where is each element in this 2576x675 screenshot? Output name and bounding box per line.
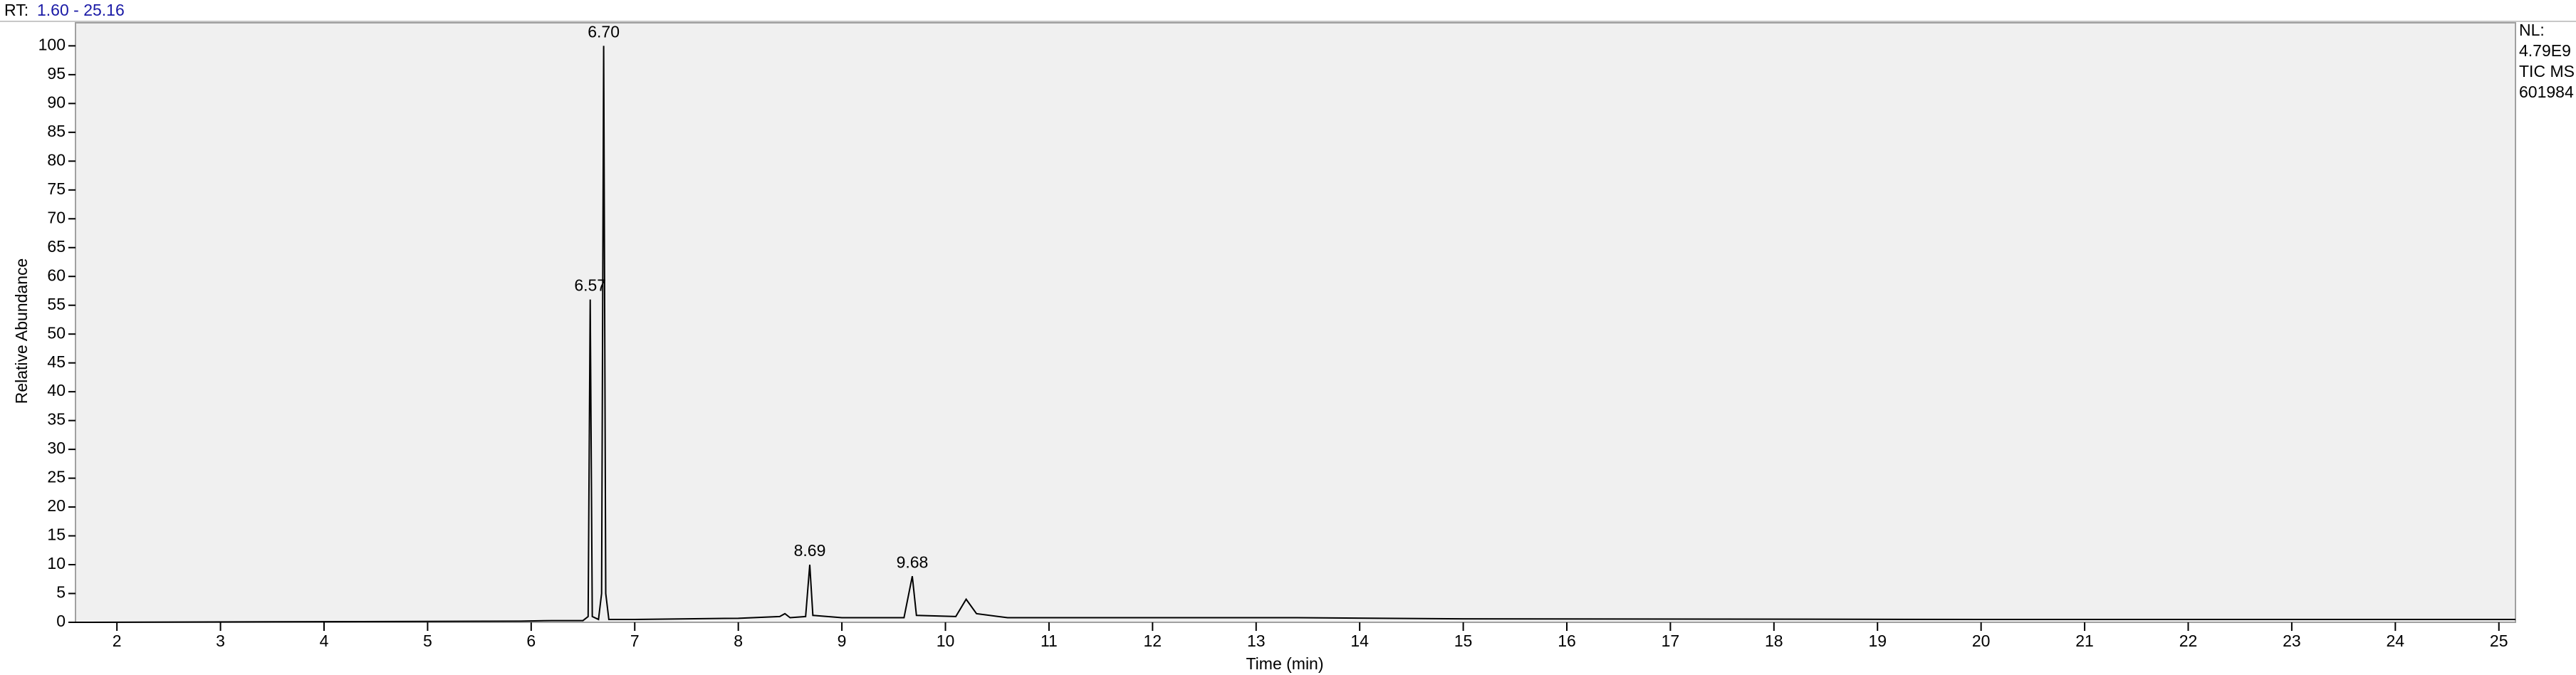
x-tick-label: 9 xyxy=(838,632,847,650)
x-tick-label: 23 xyxy=(2283,632,2301,650)
y-tick-label: 65 xyxy=(47,237,66,256)
info-text: 4.79E9 xyxy=(2519,41,2571,60)
x-tick-label: 2 xyxy=(113,632,122,650)
x-tick-label: 25 xyxy=(2490,632,2508,650)
y-tick-label: 80 xyxy=(47,150,66,169)
x-axis-label: Time (min) xyxy=(1246,654,1323,673)
x-tick-label: 11 xyxy=(1041,632,1058,650)
plot-area xyxy=(75,22,2516,623)
trace xyxy=(75,46,2515,623)
y-tick-label: 0 xyxy=(56,612,66,630)
y-tick-label: 90 xyxy=(47,93,66,111)
x-tick-label: 22 xyxy=(2179,632,2198,650)
x-tick-label: 19 xyxy=(1868,632,1887,650)
x-tick-label: 4 xyxy=(320,632,329,650)
x-tick-label: 3 xyxy=(216,632,225,650)
peak-label: 8.69 xyxy=(794,541,826,560)
x-tick-label: 20 xyxy=(1972,632,1991,650)
x-tick-label: 21 xyxy=(2075,632,2094,650)
peak-label: 6.70 xyxy=(588,22,620,41)
x-tick-label: 17 xyxy=(1662,632,1680,650)
y-tick-label: 70 xyxy=(47,208,66,226)
info-text: TIC MS xyxy=(2519,62,2575,80)
info-text: NL: xyxy=(2519,21,2545,39)
x-tick-label: 24 xyxy=(2387,632,2405,650)
x-tick-label: 15 xyxy=(1454,632,1473,650)
y-tick-label: 100 xyxy=(38,35,66,53)
info-text: 601984 xyxy=(2519,83,2574,101)
y-tick-label: 60 xyxy=(47,266,66,284)
y-tick-label: 15 xyxy=(47,525,66,544)
y-tick-label: 5 xyxy=(56,583,66,602)
x-tick-label: 5 xyxy=(423,632,432,650)
y-tick-label: 50 xyxy=(47,323,66,342)
y-tick-label: 55 xyxy=(47,295,66,313)
y-tick-label: 35 xyxy=(47,410,66,429)
y-tick-label: 95 xyxy=(47,64,66,83)
y-tick-label: 85 xyxy=(47,122,66,140)
x-tick-label: 14 xyxy=(1350,632,1369,650)
x-tick-label: 7 xyxy=(630,632,640,650)
rt-range: 1.60 - 25.16 xyxy=(37,1,125,19)
peak-label: 6.57 xyxy=(574,276,606,295)
y-tick-label: 30 xyxy=(47,439,66,457)
y-axis-label: Relative Abundance xyxy=(12,258,31,404)
y-tick-label: 10 xyxy=(47,554,66,572)
y-tick-label: 25 xyxy=(47,468,66,486)
x-tick-label: 12 xyxy=(1144,632,1162,650)
y-tick-label: 40 xyxy=(47,381,66,399)
x-tick-label: 10 xyxy=(937,632,955,650)
x-tick-label: 16 xyxy=(1558,632,1576,650)
x-tick-label: 6 xyxy=(526,632,536,650)
peak-label: 9.68 xyxy=(897,553,929,571)
x-tick-label: 8 xyxy=(734,632,743,650)
y-tick-label: 20 xyxy=(47,496,66,515)
y-tick-label: 75 xyxy=(47,179,66,198)
x-tick-label: 13 xyxy=(1247,632,1266,650)
x-tick-label: 18 xyxy=(1765,632,1783,650)
y-tick-label: 45 xyxy=(47,352,66,371)
rt-label: RT: xyxy=(4,1,28,19)
